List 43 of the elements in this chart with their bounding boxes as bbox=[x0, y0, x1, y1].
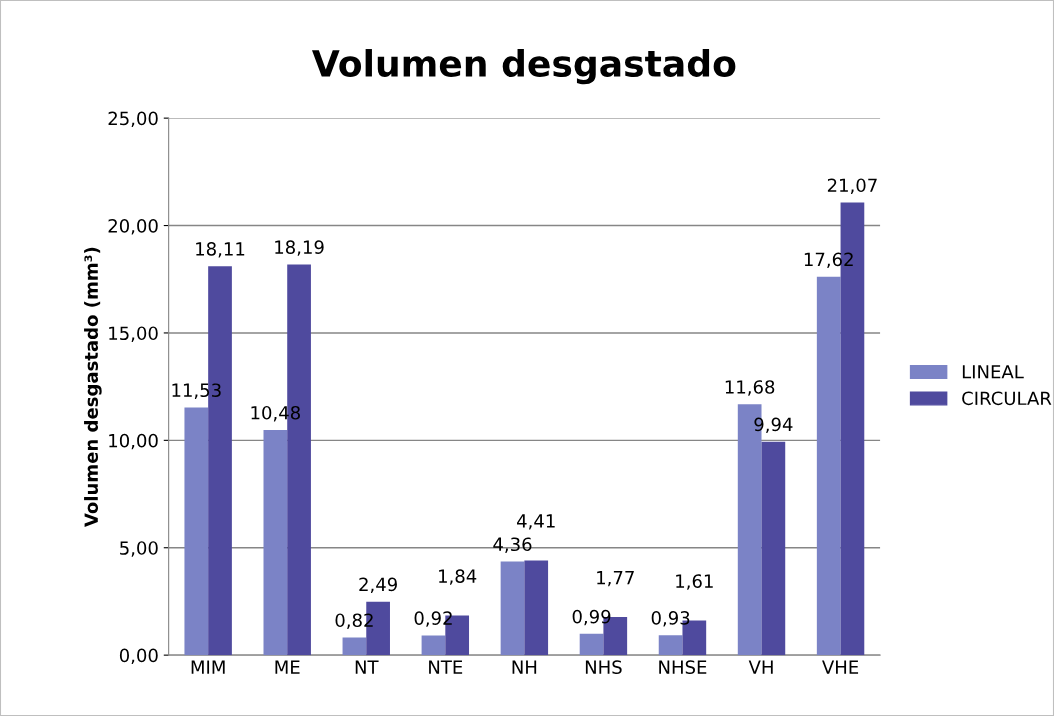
data-label: 9,94 bbox=[754, 417, 793, 434]
data-label: 11,68 bbox=[725, 380, 775, 396]
bar bbox=[184, 407, 209, 656]
y-tick-label: 0,00 bbox=[119, 648, 158, 665]
x-tick-label: NH bbox=[512, 660, 537, 674]
x-tick-label: NTE bbox=[429, 660, 463, 674]
legend-label: CIRCULAR bbox=[962, 391, 1052, 406]
bar bbox=[816, 276, 841, 656]
y-axis-title: Volumen desgastado (mm³) bbox=[84, 247, 102, 527]
data-label: 0,99 bbox=[572, 609, 611, 626]
x-tick-label: MIM bbox=[191, 660, 225, 674]
x-tick-label: ME bbox=[275, 660, 300, 674]
data-label: 4,36 bbox=[493, 537, 532, 553]
bar bbox=[524, 560, 549, 656]
y-tick-label: 15,00 bbox=[109, 326, 158, 342]
x-tick-label: NT bbox=[355, 660, 379, 674]
bar bbox=[500, 561, 525, 656]
data-label: 2,49 bbox=[359, 577, 397, 594]
data-label: 21,07 bbox=[827, 178, 877, 194]
data-label: 1,84 bbox=[439, 569, 477, 585]
data-label: 18,11 bbox=[196, 242, 245, 258]
data-label: 0,93 bbox=[651, 611, 690, 627]
data-label: 18,19 bbox=[275, 240, 324, 256]
x-tick-label: VH bbox=[748, 660, 773, 674]
data-label: 1,77 bbox=[597, 571, 634, 587]
bar bbox=[263, 430, 288, 656]
y-tick-label: 25,00 bbox=[108, 111, 158, 128]
bar bbox=[761, 441, 786, 656]
bar bbox=[421, 635, 446, 656]
x-tick-label: VHE bbox=[822, 660, 859, 674]
bar bbox=[658, 635, 683, 656]
bar bbox=[342, 637, 367, 656]
x-tick-label: NHSE bbox=[659, 660, 707, 674]
x-tick-label: NHS bbox=[585, 660, 622, 674]
y-tick-label: 10,00 bbox=[109, 433, 158, 450]
data-label: 1,61 bbox=[676, 574, 713, 590]
bar bbox=[579, 633, 604, 656]
chart-title: Volumen desgastado bbox=[312, 49, 736, 85]
y-tick-label: 5,00 bbox=[120, 541, 158, 557]
legend-label: LINEAL bbox=[962, 365, 1024, 379]
data-label: 4,41 bbox=[517, 514, 555, 530]
y-tick-label: 20,00 bbox=[108, 219, 158, 235]
data-label: 0,92 bbox=[414, 611, 452, 627]
